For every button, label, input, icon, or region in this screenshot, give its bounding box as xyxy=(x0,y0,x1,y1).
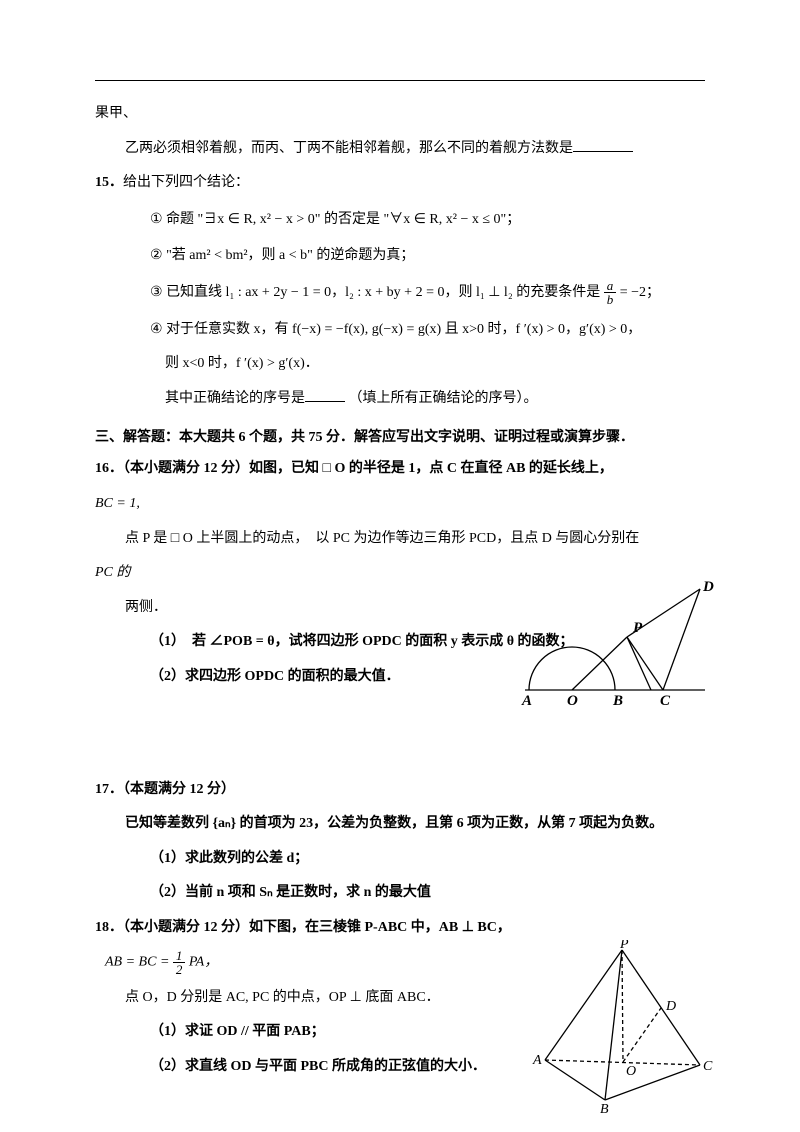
label-A: A xyxy=(521,693,532,709)
q15-item1: ① 命题 "∃x ∈ R, x² − x > 0" 的否定是 "∀x ∈ R, … xyxy=(95,205,705,234)
denominator: b xyxy=(604,293,617,306)
q15-item4c: 其中正确结论的序号是 （填上所有正确结论的序号）。 xyxy=(95,386,705,413)
q15-item2: ② "若 am² < bm²，则 a < b" 的逆命题为真； xyxy=(95,241,705,270)
label-C: C xyxy=(703,1059,713,1074)
denominator: 2 xyxy=(173,963,186,976)
circle-3: ③ xyxy=(150,278,163,305)
label-O: O xyxy=(626,1064,636,1079)
figure-q18: P A B C O D xyxy=(530,940,715,1115)
label-P: P xyxy=(619,940,629,952)
text: 乙两必须相邻着舰，而丙、丁两不能相邻着舰，那么不同的着舰方法数是 xyxy=(125,141,573,156)
q17-p1: （1）求此数列的公差 d； xyxy=(95,846,705,873)
text: "若 am² < bm²，则 a < b" 的逆命题为真； xyxy=(166,248,414,263)
q17-l1: 已知等差数列 {aₙ} 的首项为 23，公差为负整数，且第 6 项为正数，从第 … xyxy=(95,811,705,838)
q15-item4b: 则 x<0 时，f ′(x) > g′(x)． xyxy=(95,351,705,378)
q15-item3: ③ 已知直线 l₁ : ax + 2y − 1 = 0，l₂ : x + by … xyxy=(95,278,705,307)
q16-l2: 点 P 是 □ O 上半圆上的动点， 以 PC 为边作等边三角形 PCD，且点 … xyxy=(95,526,705,553)
blank xyxy=(573,138,633,152)
text: = −2； xyxy=(620,285,660,300)
text: 其中正确结论的序号是 xyxy=(165,391,305,406)
q16-bc: BC = 1, xyxy=(95,491,705,518)
fraction: 12 xyxy=(173,949,186,976)
label-D: D xyxy=(665,999,676,1014)
fraction: ab xyxy=(604,279,617,306)
figure-q16: A O B C P D xyxy=(515,575,715,710)
numerator: a xyxy=(604,279,617,293)
text: PA， xyxy=(189,955,218,970)
q16-head: 16．（本小题满分 12 分）如图，已知 □ O 的半径是 1，点 C 在直径 … xyxy=(95,456,705,483)
top-rule xyxy=(95,80,705,81)
text: （2）求四边形 OPDC 的面积的最大值． xyxy=(150,669,400,684)
q18-head: 18．（本小题满分 12 分）如下图，在三棱锥 P-ABC 中，AB ⊥ BC， xyxy=(95,915,705,942)
text-fragment: 乙两必须相邻着舰，而丙、丁两不能相邻着舰，那么不同的着舰方法数是 xyxy=(95,136,705,163)
qnum: 15． xyxy=(95,175,123,190)
numerator: 1 xyxy=(173,949,186,963)
label-P: P xyxy=(633,620,643,636)
text: 命题 "∃x ∈ R, x² − x > 0" 的否定是 "∀x ∈ R, x²… xyxy=(166,212,520,227)
text: （填上所有正确结论的序号）。 xyxy=(349,391,538,406)
circle-4: ④ xyxy=(150,315,163,342)
label-C: C xyxy=(660,693,671,709)
text: 对于任意实数 x，有 f(−x) = −f(x), g(−x) = g(x) 且… xyxy=(166,322,641,337)
label-D: D xyxy=(702,579,714,595)
q17-p2: （2）当前 n 项和 Sₙ 是正数时，求 n 的最大值 xyxy=(95,880,705,907)
q15-intro: 15．给出下列四个结论： xyxy=(95,170,705,197)
text-fragment: 果甲、 xyxy=(95,101,705,128)
text: 16．（本小题满分 12 分）如图，已知 □ O 的半径是 1，点 C 在直径 … xyxy=(95,461,613,476)
text: （1） 若 ∠POB = θ，试将四边形 OPDC 的面积 y 表示成 θ 的函… xyxy=(150,634,574,649)
text: AB = BC = xyxy=(105,955,173,970)
text: 已知直线 l₁ : ax + 2y − 1 = 0，l₂ : x + by + … xyxy=(166,285,600,300)
blank xyxy=(305,388,345,402)
section-3-heading: 三、解答题：本大题共 6 个题，共 75 分．解答应写出文字说明、证明过程或演算… xyxy=(95,426,705,446)
label-O: O xyxy=(567,693,578,709)
circle-1: ① xyxy=(150,205,163,232)
text: 已知等差数列 {aₙ} 的首项为 23，公差为负整数，且第 6 项为正数，从第 … xyxy=(125,816,663,831)
text: （2）求直线 OD 与平面 PBC 所成角的正弦值的大小． xyxy=(150,1059,486,1074)
label-A: A xyxy=(532,1053,542,1068)
label-B: B xyxy=(600,1102,609,1115)
text: 18．（本小题满分 12 分）如下图，在三棱锥 P-ABC 中，AB ⊥ BC， xyxy=(95,920,511,935)
text: 给出下列四个结论： xyxy=(123,175,249,190)
q15-item4a: ④ 对于任意实数 x，有 f(−x) = −f(x), g(−x) = g(x)… xyxy=(95,315,705,344)
text: （1）求证 OD // 平面 PAB； xyxy=(150,1024,325,1039)
circle-2: ② xyxy=(150,241,163,268)
q17-head: 17．（本题满分 12 分） xyxy=(95,777,705,804)
label-B: B xyxy=(612,693,623,709)
